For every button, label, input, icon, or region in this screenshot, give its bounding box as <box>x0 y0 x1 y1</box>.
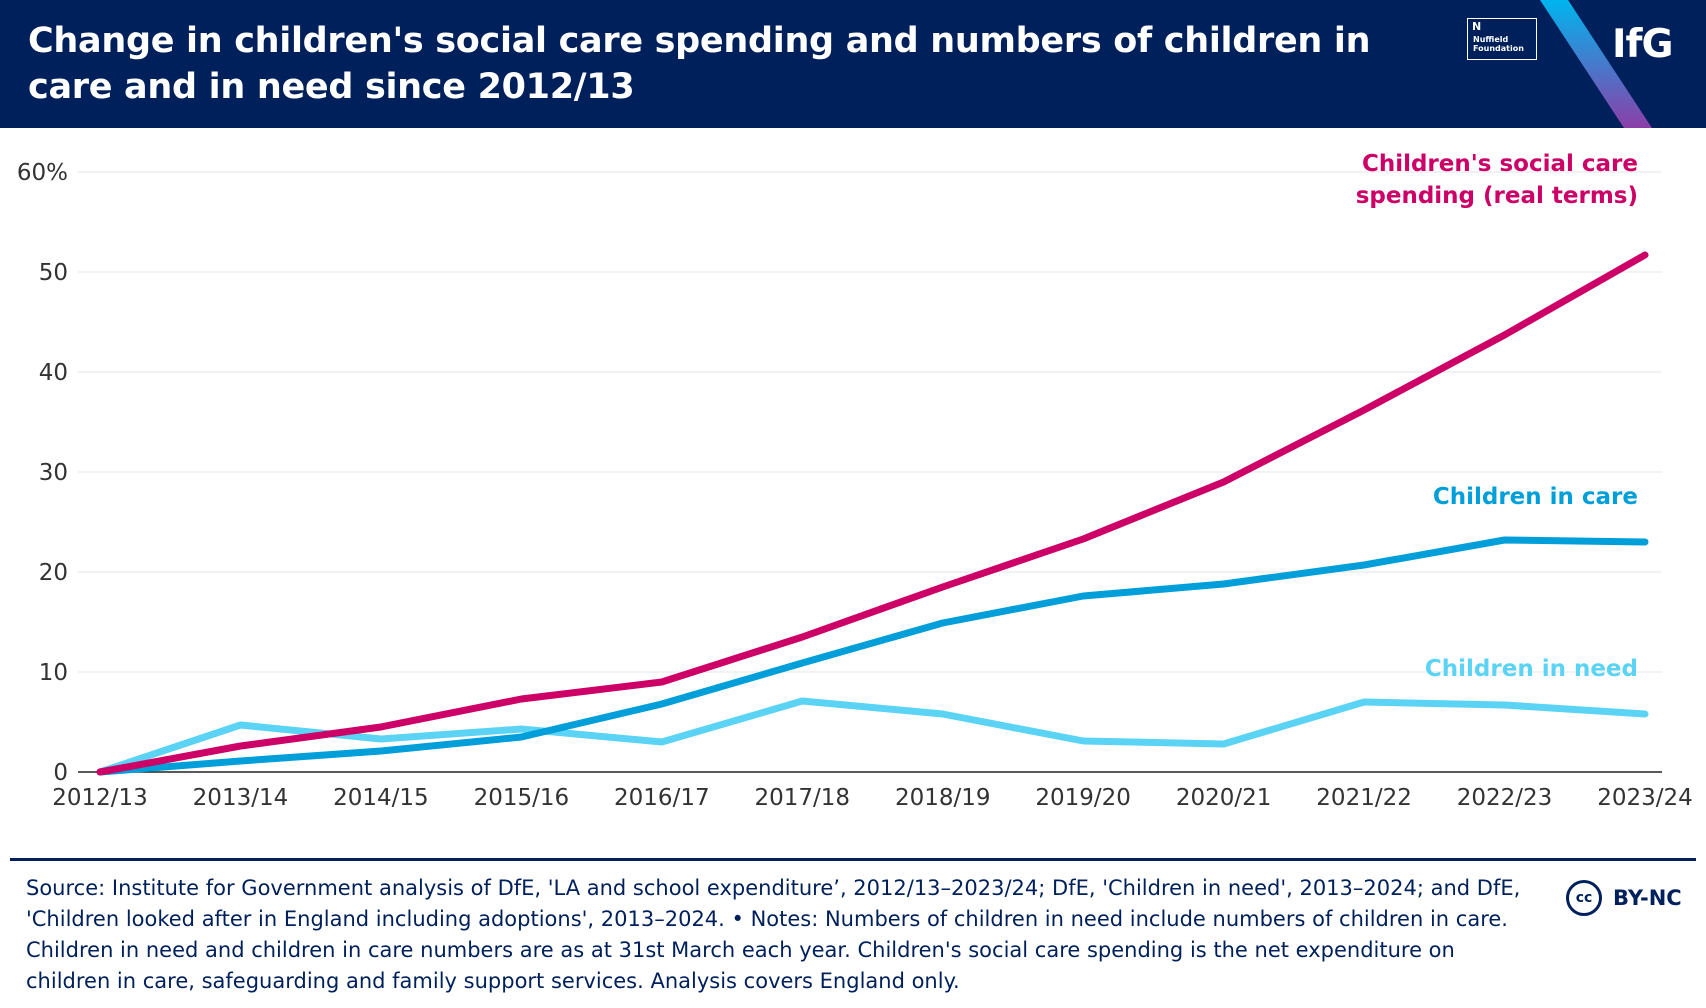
y-tick-label: 50 <box>39 260 68 286</box>
license-text: BY-NC <box>1613 886 1682 910</box>
ifg-logo: IfG <box>1612 22 1673 67</box>
x-tick-label: 2021/22 <box>1316 785 1412 811</box>
y-tick-label: 10 <box>39 660 68 686</box>
x-tick-label: 2012/13 <box>52 785 148 811</box>
footer-divider <box>10 858 1696 861</box>
nuffield-logo-text: Nuffield Foundation <box>1473 35 1524 53</box>
x-tick-label: 2019/20 <box>1035 785 1131 811</box>
label-layer: Children in need Children in care Children… <box>1356 151 1638 682</box>
axis-layer: 0 10 20 30 40 50 60% 2012/13 2013/14 2014/15 2015/… <box>17 160 1693 811</box>
nuffield-foundation-logo: N Nuffield Foundation <box>1467 18 1537 60</box>
x-tick-label: 2017/18 <box>754 785 850 811</box>
nuffield-n-icon: N <box>1472 20 1482 33</box>
grid-layer <box>78 171 1662 773</box>
x-tick-label: 2018/19 <box>895 785 991 811</box>
x-tick-label: 2015/16 <box>474 785 570 811</box>
y-tick-label: 0 <box>53 760 68 786</box>
license-badge: cc BY-NC <box>1566 880 1696 920</box>
y-tick-label: 30 <box>39 460 68 486</box>
x-tick-label: 2016/17 <box>614 785 710 811</box>
creative-commons-icon: cc <box>1566 880 1602 916</box>
series-label: Children's social care <box>1362 151 1638 177</box>
x-tick-label: 2014/15 <box>333 785 429 811</box>
y-tick-label: 20 <box>39 560 68 586</box>
x-tick-label: 2020/21 <box>1176 785 1272 811</box>
line-chart: 0 10 20 30 40 50 60% 2012/13 2013/14 2014/15 2015/… <box>17 151 1693 811</box>
ifg-stripe-graphic <box>1540 0 1652 128</box>
source-note: Source: Institute for Government analysi… <box>26 876 1521 993</box>
chart-title: Change in children's social care spendin… <box>28 21 1371 107</box>
series-label: Children in need <box>1425 656 1638 682</box>
series-line <box>96 536 1649 776</box>
series-line <box>96 251 1649 776</box>
series-line <box>96 697 1649 776</box>
x-tick-label: 2013/14 <box>193 785 289 811</box>
y-tick-label: 40 <box>39 360 68 386</box>
x-tick-label: 2022/23 <box>1457 785 1553 811</box>
header: Change in children's social care spendin… <box>0 0 1706 128</box>
series-layer <box>96 251 1649 776</box>
series-label: Children in care <box>1433 484 1638 510</box>
series-label: spending (real terms) <box>1356 183 1638 209</box>
x-tick-label: 2023/24 <box>1597 785 1693 811</box>
y-tick-label: 60% <box>17 160 68 186</box>
